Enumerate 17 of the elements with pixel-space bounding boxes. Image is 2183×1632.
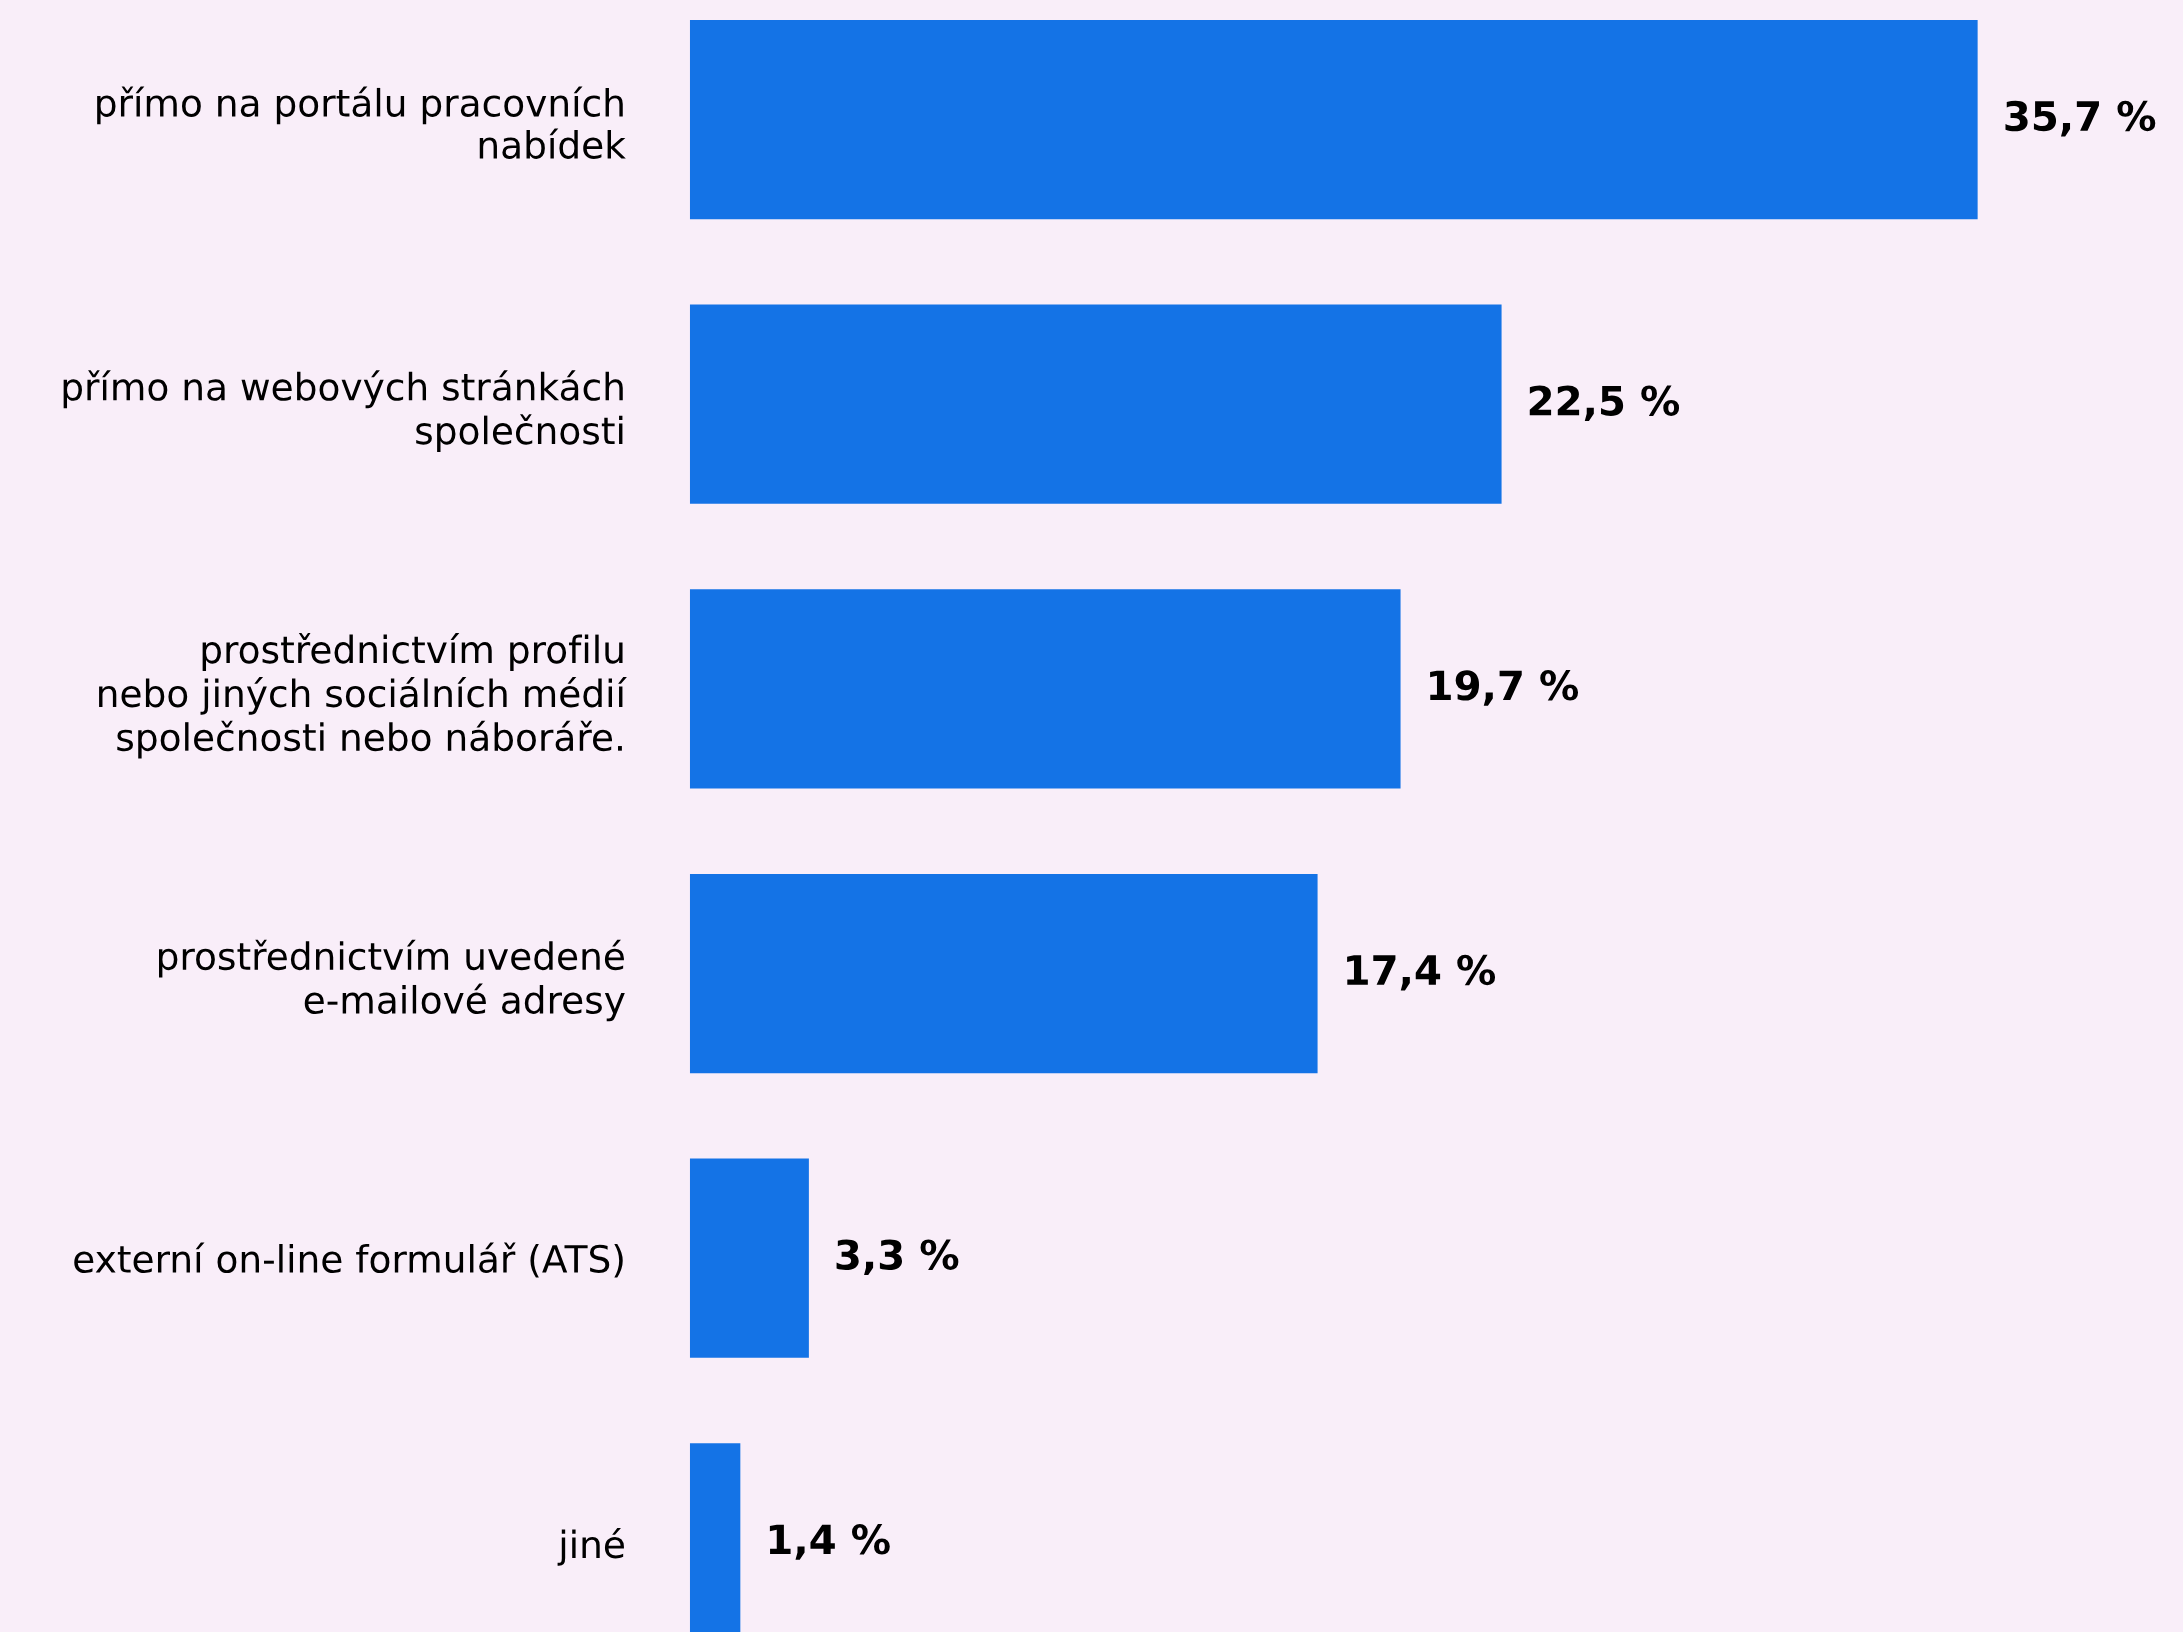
data-label: 19,7 % <box>1430 670 1579 706</box>
y-tick-label: jiné <box>557 1527 624 1566</box>
data-label: 1,4 % <box>769 1524 890 1560</box>
bar <box>689 1158 809 1358</box>
y-tick-label: prostřednictvím uvedené e-mailové adresy <box>159 939 625 1022</box>
bar <box>689 589 1401 789</box>
data-label: 35,7 % <box>2005 100 2156 137</box>
data-label: 22,5 % <box>1529 385 1680 422</box>
y-tick-label: externí on-line formulář (ATS) <box>74 1242 623 1278</box>
y-tick-label: přímo na portálu pracovních nabídek <box>97 86 626 159</box>
y-tick-label: prostřednictvím profilu nebo jiných sociálních médií společnosti nebo náboráře. <box>99 633 627 759</box>
data-label: 3,3 % <box>836 1239 959 1276</box>
bar <box>689 304 1502 504</box>
data-label: 17,4 % <box>1347 954 1496 991</box>
bar <box>689 873 1318 1074</box>
y-tick-label: přímo na webových stránkách společnosti <box>63 370 623 452</box>
bar <box>689 19 1978 220</box>
